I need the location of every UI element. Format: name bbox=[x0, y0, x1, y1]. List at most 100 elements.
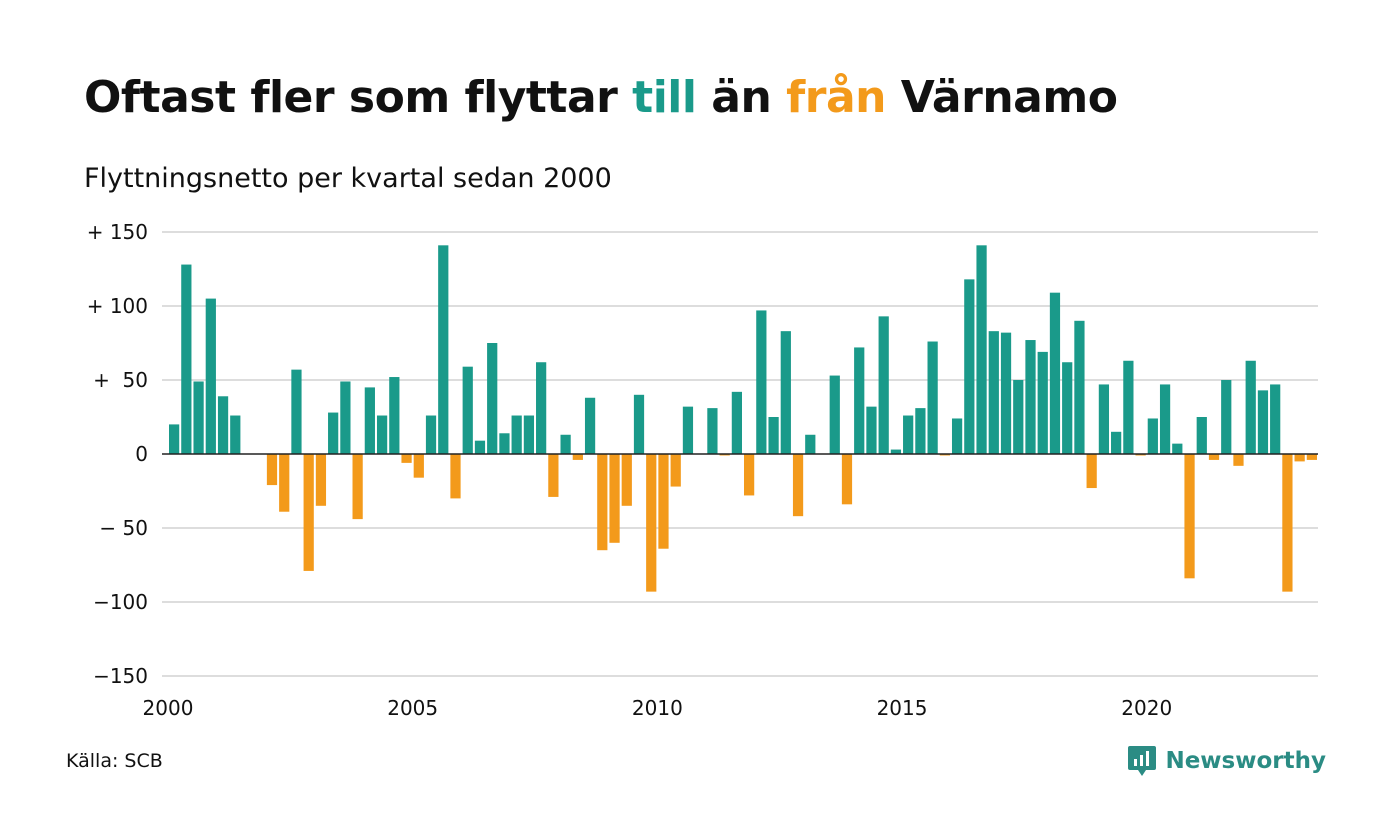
title-word-fran: från bbox=[786, 72, 886, 123]
bar-chart: + 150 + 100 + 50 0 − 50 −100 −150 2000 2005 2010… bbox=[87, 220, 1318, 720]
bar-positive bbox=[1257, 390, 1269, 454]
x-tick-label: 2020 bbox=[1121, 696, 1172, 720]
bar-negative bbox=[548, 454, 559, 497]
bar-positive bbox=[1196, 417, 1207, 454]
bar-positive bbox=[462, 366, 473, 454]
bar-positive bbox=[1013, 380, 1024, 454]
bar-positive bbox=[487, 343, 498, 454]
chart-subtitle: Flyttningsnetto per kvartal sedan 2000 bbox=[84, 163, 612, 194]
bar-negative bbox=[303, 454, 314, 571]
bar-positive bbox=[1123, 360, 1134, 454]
title-part-1: Oftast fler som flyttar bbox=[84, 72, 633, 123]
bar-negative bbox=[609, 454, 620, 543]
bar-positive bbox=[193, 381, 204, 454]
bar-positive bbox=[1025, 340, 1036, 454]
bar-positive bbox=[291, 369, 302, 454]
bar-positive bbox=[915, 408, 926, 454]
bar-negative bbox=[597, 454, 608, 551]
x-tick-label: 2015 bbox=[877, 696, 928, 720]
bar-positive bbox=[584, 397, 596, 454]
bar-positive bbox=[866, 406, 877, 454]
y-tick-label: + 100 bbox=[87, 294, 148, 318]
bar-negative bbox=[621, 454, 632, 506]
bar-positive bbox=[682, 406, 694, 454]
bar-positive bbox=[1221, 380, 1232, 454]
bar-positive bbox=[731, 391, 742, 454]
bar-negative bbox=[450, 454, 461, 499]
x-tick-label: 2010 bbox=[632, 696, 683, 720]
y-tick-label: −100 bbox=[93, 590, 148, 614]
bar-positive bbox=[1062, 362, 1073, 454]
title-part-3: än bbox=[696, 72, 787, 123]
bar-positive bbox=[927, 341, 938, 454]
bar-positive bbox=[1000, 332, 1012, 454]
bar-positive bbox=[707, 408, 718, 454]
x-tick-label: 2000 bbox=[143, 696, 194, 720]
bar-positive bbox=[903, 415, 914, 454]
bar-positive bbox=[499, 433, 510, 454]
bar-positive bbox=[1147, 418, 1158, 454]
bar-negative bbox=[401, 454, 412, 463]
bar-positive bbox=[976, 245, 987, 454]
brand-name: Newsworthy bbox=[1165, 748, 1326, 774]
source-note: Källa: SCB bbox=[66, 750, 163, 772]
y-axis-labels: + 150 + 100 + 50 0 − 50 −100 −150 bbox=[87, 220, 148, 688]
bar-positive bbox=[768, 417, 779, 454]
bar-positive bbox=[217, 396, 229, 454]
bar-positive bbox=[389, 377, 400, 454]
bar-positive bbox=[523, 415, 535, 454]
bar-positive bbox=[1074, 320, 1085, 454]
bar-negative bbox=[841, 454, 853, 505]
newsworthy-logo-icon bbox=[1128, 746, 1157, 776]
bar-negative bbox=[646, 454, 657, 592]
bar-negative bbox=[413, 454, 424, 478]
bar-positive bbox=[1037, 351, 1048, 454]
bar-positive bbox=[964, 279, 975, 454]
bar-positive bbox=[438, 245, 449, 454]
bar-positive bbox=[511, 415, 522, 454]
bar-positive bbox=[1159, 384, 1171, 454]
bar-negative bbox=[1233, 454, 1244, 466]
bar-negative bbox=[572, 454, 583, 460]
y-tick-label: − 50 bbox=[99, 516, 148, 540]
bar-positive bbox=[878, 316, 889, 454]
y-tick-label: 0 bbox=[135, 442, 148, 466]
bar-positive bbox=[1098, 384, 1110, 454]
bar-positive bbox=[205, 298, 216, 454]
bar-positive bbox=[633, 394, 645, 454]
bar-positive bbox=[1111, 431, 1122, 454]
x-axis-labels: 2000 2005 2010 2015 2020 bbox=[143, 696, 1173, 720]
bar-negative bbox=[279, 454, 290, 512]
bar-positive bbox=[1172, 443, 1183, 454]
bar-positive bbox=[1270, 384, 1281, 454]
title-word-till: till bbox=[632, 72, 697, 123]
chart-title: Oftast fler som flyttar till än från Vär… bbox=[84, 72, 1118, 123]
bar-positive bbox=[780, 331, 791, 454]
title-part-5: Värnamo bbox=[885, 72, 1118, 123]
bar-negative bbox=[670, 454, 681, 487]
bar-positive bbox=[560, 434, 571, 454]
bar-negative bbox=[792, 454, 804, 517]
bar-positive bbox=[829, 375, 840, 454]
bar-negative bbox=[1184, 454, 1195, 579]
bar-positive bbox=[328, 412, 339, 454]
bar-negative bbox=[1306, 454, 1317, 460]
bar-positive bbox=[340, 381, 351, 454]
bar-positive bbox=[376, 415, 388, 454]
bar-positive bbox=[951, 418, 963, 454]
bar-positive bbox=[988, 331, 999, 454]
bar-positive bbox=[1245, 360, 1256, 454]
bar-negative bbox=[1282, 454, 1293, 592]
bar-positive bbox=[854, 347, 865, 454]
bar-negative bbox=[315, 454, 327, 506]
bar-positive bbox=[805, 434, 816, 454]
bar-positive bbox=[890, 449, 902, 454]
bar-positive bbox=[756, 310, 767, 454]
bar-positive bbox=[474, 440, 486, 454]
bar-positive bbox=[364, 387, 375, 454]
bar-positive bbox=[1049, 292, 1061, 454]
bar-negative bbox=[352, 454, 363, 520]
y-tick-label: + 50 bbox=[93, 368, 148, 392]
gridlines bbox=[162, 231, 1318, 677]
bar-negative bbox=[1208, 454, 1220, 460]
